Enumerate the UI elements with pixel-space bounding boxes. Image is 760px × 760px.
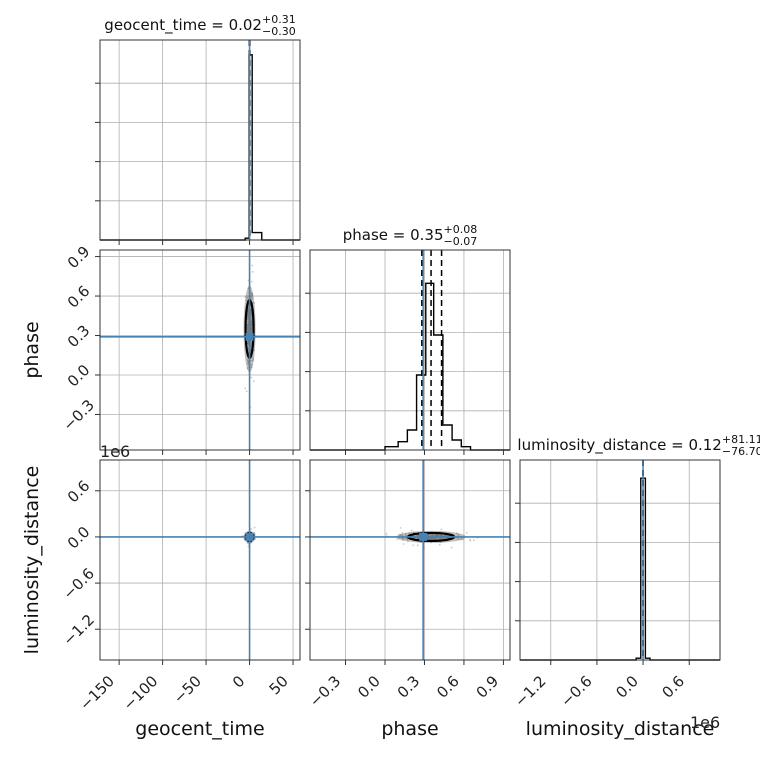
hist-phase-title-upper: +0.08 bbox=[444, 223, 478, 236]
axis-geocent-time-xlabel-4: 50 bbox=[266, 672, 292, 698]
scatter-geocent-time-phase-ylabel-0: 0.9 bbox=[64, 242, 94, 272]
hist-phase-histogram bbox=[310, 282, 510, 451]
axis-luminosity-distance-xlabel-0: −1.2 bbox=[511, 672, 549, 710]
axis-luminosity-distance-xlabel-2: 0.0 bbox=[612, 672, 642, 702]
hist-phase-border bbox=[309, 249, 511, 451]
scatter-geocent-time-luminosity-distance-ylabel-2: −0.6 bbox=[59, 565, 97, 603]
hist-geocent-time: geocent_time = 0.02+0.31−0.30 bbox=[95, 13, 301, 245]
scatter-phase-luminosity-distance-border bbox=[309, 459, 511, 661]
axis-geocent-time-xlabel-1: −100 bbox=[120, 672, 162, 714]
offset-label-x: 1e6 bbox=[690, 713, 720, 732]
axis-phase-xlabel-2: 0.3 bbox=[394, 672, 424, 702]
scatter-geocent-time-phase-bg bbox=[100, 250, 300, 450]
scatter-geocent-time-luminosity-distance-ylabel-0: 0.6 bbox=[64, 477, 94, 507]
scatter-geocent-time-luminosity-distance-border bbox=[99, 459, 301, 661]
scatter-geocent-time-phase-ylabel-4: −0.3 bbox=[59, 396, 97, 434]
axis-geocent-time-xlabel-3: 0 bbox=[229, 672, 248, 691]
hist-geocent-time-border bbox=[99, 39, 301, 241]
ylabel-luminosity-distance: luminosity_distance bbox=[21, 466, 43, 655]
axis-geocent-time-xlabel-2: −50 bbox=[170, 672, 205, 707]
scatter-geocent-time-luminosity-distance-bg bbox=[100, 460, 300, 660]
scatter-geocent-time-phase-ylabel-3: 0.0 bbox=[64, 361, 94, 391]
hist-luminosity-distance-title-upper: +81.11 bbox=[722, 433, 760, 446]
axis-luminosity-distance-xlabel-3: 0.6 bbox=[658, 672, 688, 702]
hist-geocent-time-title-main: geocent_time = 0.02 bbox=[104, 16, 262, 35]
title-lower-5: −76.70 bbox=[722, 445, 760, 458]
hist-luminosity-distance-border bbox=[519, 459, 721, 661]
hist-phase-title: phase = 0.35+0.08 bbox=[343, 223, 478, 244]
scatter-geocent-time-phase-border bbox=[99, 249, 301, 451]
title-lower-0: −0.30 bbox=[262, 25, 296, 38]
hist-geocent-time-bg bbox=[100, 40, 300, 240]
xlabel-phase: phase bbox=[381, 718, 438, 740]
hist-geocent-time-title: geocent_time = 0.02+0.31 bbox=[104, 13, 295, 35]
hist-phase: phase = 0.35+0.08−0.07 bbox=[305, 223, 511, 455]
scatter-geocent-time-phase: 0.9 0.6 0.3 0.0 −0.3 bbox=[59, 242, 301, 455]
scatter-geocent-time-phase-ylabel-1: 0.6 bbox=[64, 282, 94, 312]
offset-label-y: 1e6 bbox=[100, 442, 130, 461]
hist-phase-bg bbox=[310, 250, 510, 450]
axis-phase-xlabel-0: −0.3 bbox=[306, 672, 344, 710]
scatter-geocent-time-luminosity-distance: 0.6 0.0 −0.6 −1.2 bbox=[59, 459, 301, 665]
xlabel-geocent-time: geocent_time bbox=[135, 718, 264, 740]
axis-phase-xlabel-1: 0.0 bbox=[354, 672, 384, 702]
axis-geocent-time-xlabel-0: −150 bbox=[76, 672, 118, 714]
hist-geocent-time-title-upper: +0.31 bbox=[262, 13, 296, 26]
hist-phase-title-main: phase = 0.35 bbox=[343, 226, 444, 244]
scatter-geocent-time-phase-truth-marker bbox=[245, 332, 254, 341]
scatter-geocent-time-luminosity-distance-truth-marker bbox=[245, 532, 254, 541]
scatter-geocent-time-phase-ylabel-2: 0.3 bbox=[64, 321, 94, 351]
axis-phase-xlabel-3: 0.6 bbox=[433, 672, 463, 702]
hist-luminosity-distance-bg bbox=[520, 460, 720, 660]
scatter-geocent-time-luminosity-distance-ylabel-3: −1.2 bbox=[59, 611, 97, 649]
hist-geocent-time-histogram bbox=[100, 54, 300, 241]
scatter-phase-luminosity-distance bbox=[305, 459, 511, 665]
title-lower-2: −0.07 bbox=[444, 235, 478, 248]
scatter-phase-luminosity-distance-bg bbox=[310, 460, 510, 660]
hist-luminosity-distance-title: luminosity_distance = 0.12+81.11 bbox=[517, 433, 760, 455]
scatter-geocent-time-luminosity-distance-ylabel-1: 0.0 bbox=[64, 523, 94, 553]
axis-phase-xlabel-4: 0.9 bbox=[473, 672, 503, 702]
hist-luminosity-distance: luminosity_distance = 0.12+81.11−76.70 bbox=[515, 433, 760, 665]
hist-luminosity-distance-title-main: luminosity_distance = 0.12 bbox=[517, 436, 721, 455]
xlabel-luminosity-distance: luminosity_distance bbox=[526, 718, 715, 740]
ylabel-phase: phase bbox=[21, 321, 43, 378]
scatter-phase-luminosity-distance-truth-marker bbox=[419, 532, 428, 541]
axis-luminosity-distance-xlabel-1: −0.6 bbox=[557, 672, 595, 710]
